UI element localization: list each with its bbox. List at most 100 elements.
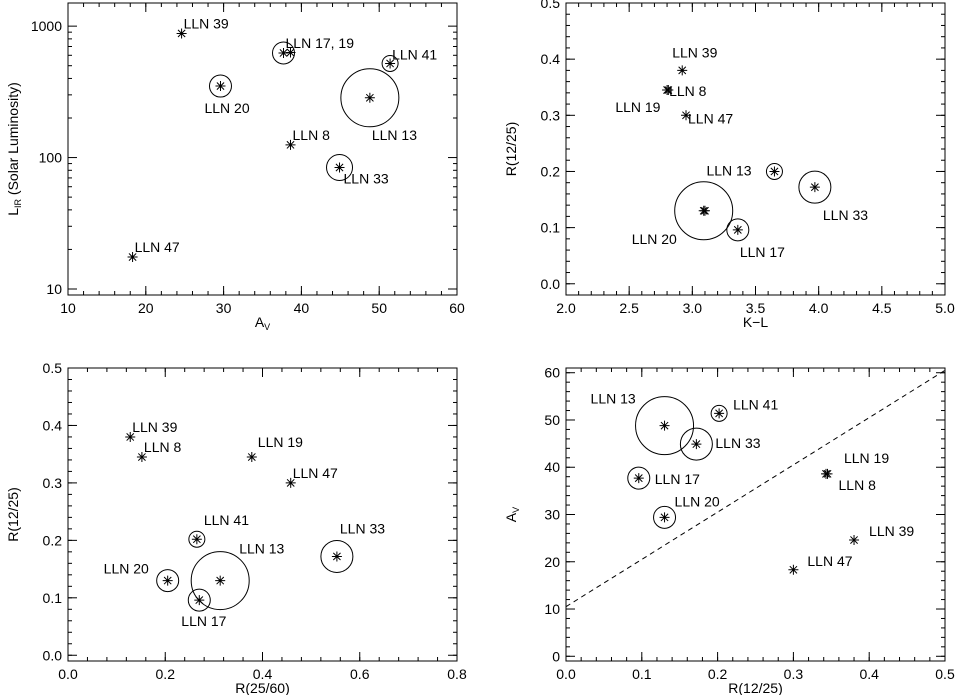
- data-point: LLN 47: [788, 553, 853, 575]
- y-axis-label-main: R(12/25): [5, 487, 21, 541]
- y-tick-label: 50: [544, 412, 560, 428]
- data-point: LLN 47: [681, 110, 733, 126]
- asterisk-marker: [809, 182, 820, 193]
- y-tick-label: 0.2: [43, 532, 63, 548]
- y-tick-label: 20: [544, 554, 560, 570]
- x-tick-label: 10: [60, 300, 76, 316]
- y-axis-label: R(12/25): [5, 487, 21, 541]
- data-point: LLN 20: [632, 181, 734, 247]
- point-label: LLN 33: [715, 435, 760, 451]
- asterisk-marker: [278, 47, 289, 58]
- y-tick-label: 0.5: [541, 0, 561, 11]
- point-label: LLN 13: [591, 391, 636, 407]
- asterisk-marker: [127, 252, 138, 263]
- x-axis-label-subscript: V: [264, 322, 270, 332]
- chart-panel-2: 2.0 2.5 3.0 3.5 4.0 4.5 5.0 0.0 0.1 0.2 0.3 0.4 0.5 K…: [503, 0, 955, 330]
- asterisk-marker: [194, 595, 205, 606]
- data-point: LLN 8: [136, 439, 182, 463]
- x-tick-label: 50: [371, 300, 387, 316]
- y-axis-label-main: R(12/25): [503, 122, 519, 176]
- x-axis-label-main: R(12/25): [728, 680, 782, 695]
- point-label: LLN 17: [740, 244, 785, 260]
- size-circle: [674, 181, 734, 241]
- asterisk-marker: [659, 512, 670, 523]
- data-point: LLN 8: [822, 468, 877, 493]
- asterisk-marker: [334, 162, 345, 173]
- y-axis-label: AV: [503, 507, 521, 522]
- point-label: LLN 8: [144, 439, 182, 455]
- y-axis-label-main: L: [5, 208, 21, 216]
- data-point: LLN 20: [204, 74, 250, 116]
- x-tick-label: 20: [138, 300, 154, 316]
- size-circle: [765, 162, 783, 180]
- data-point: LLN 20: [104, 561, 180, 593]
- y-tick-label: 0.3: [43, 475, 63, 491]
- x-tick-label: 2.5: [619, 300, 639, 316]
- asterisk-marker: [691, 439, 702, 450]
- x-axis-label-main: R(25/60): [235, 680, 289, 695]
- asterisk-marker: [136, 452, 147, 463]
- data-point: LLN 17, 19: [272, 35, 354, 65]
- y-axis-label-subscript: V: [511, 507, 521, 513]
- point-label: LLN 13: [706, 162, 751, 178]
- x-tick-label: 4.0: [809, 300, 829, 316]
- data-point: LLN 39: [672, 44, 718, 76]
- data-point: LLN 33: [326, 154, 389, 187]
- y-tick-label: 0.4: [541, 51, 561, 67]
- reference-dashed-line: [565, 369, 946, 608]
- point-label: LLN 41: [204, 512, 249, 528]
- data-point: LLN 13: [190, 541, 285, 611]
- x-axis-label: R(12/25): [728, 680, 782, 695]
- data-point: LLN 41: [710, 396, 778, 422]
- point-label: LLN 33: [344, 171, 389, 187]
- size-circle: [710, 404, 728, 422]
- asterisk-marker: [769, 166, 780, 177]
- asterisk-marker: [663, 85, 674, 96]
- y-tick-label: 0.2: [541, 163, 561, 179]
- point-label: LLN 17: [655, 471, 700, 487]
- x-axis-label: R(25/60): [235, 680, 289, 695]
- asterisk-marker: [285, 477, 296, 488]
- point-label: LLN 19: [258, 434, 303, 450]
- data-point: LLN 39: [176, 15, 229, 39]
- size-circle: [188, 530, 206, 548]
- x-tick-label: 3.0: [683, 300, 703, 316]
- size-circle: [326, 154, 354, 182]
- y-axis-label: LIR (Solar Luminosity): [5, 82, 23, 216]
- plot-frame: [67, 2, 458, 296]
- asterisk-marker: [677, 65, 688, 76]
- asterisk-marker: [633, 473, 644, 484]
- data-point: LLN 41: [381, 46, 437, 72]
- asterisk-marker: [331, 551, 342, 562]
- point-label: LLN 19: [844, 450, 889, 466]
- point-label: LLN 8: [839, 477, 877, 493]
- asterisk-marker: [215, 575, 226, 586]
- data-point: LLN 39: [849, 523, 914, 546]
- point-label: LLN 13: [372, 127, 417, 143]
- asterisk-marker: [681, 110, 692, 121]
- data-point: LLN 47: [285, 465, 338, 488]
- size-circle: [635, 396, 695, 456]
- point-label: LLN 39: [869, 523, 914, 539]
- data-point: LLN 33: [798, 170, 868, 223]
- point-label: LLN 19: [615, 99, 660, 115]
- size-circle: [208, 74, 232, 98]
- chart-panel-4: 0.0 0.1 0.2 0.3 0.4 0.5 0 10 20 30 40 50 60 R(12/25) A…: [503, 365, 955, 695]
- point-label: LLN 17: [181, 613, 226, 629]
- y-axis-label-main: A: [503, 512, 519, 522]
- point-label: LLN 41: [733, 396, 778, 412]
- point-label: LLN 20: [204, 100, 249, 116]
- size-circle: [726, 218, 750, 242]
- point-label: LLN 47: [688, 110, 733, 126]
- x-axis-label: K−L: [743, 314, 769, 330]
- data-point: LLN 19: [615, 85, 674, 115]
- asterisk-marker: [788, 564, 799, 575]
- point-label: LLN 39: [672, 44, 717, 60]
- size-circle: [627, 466, 651, 490]
- y-tick-label: 0.1: [43, 590, 63, 606]
- data-point: LLN 20: [653, 493, 720, 529]
- data-point: LLN 41: [188, 512, 249, 548]
- size-circle: [187, 588, 211, 612]
- x-tick-label: 0.2: [708, 666, 728, 682]
- x-tick-label: 0.4: [253, 666, 273, 682]
